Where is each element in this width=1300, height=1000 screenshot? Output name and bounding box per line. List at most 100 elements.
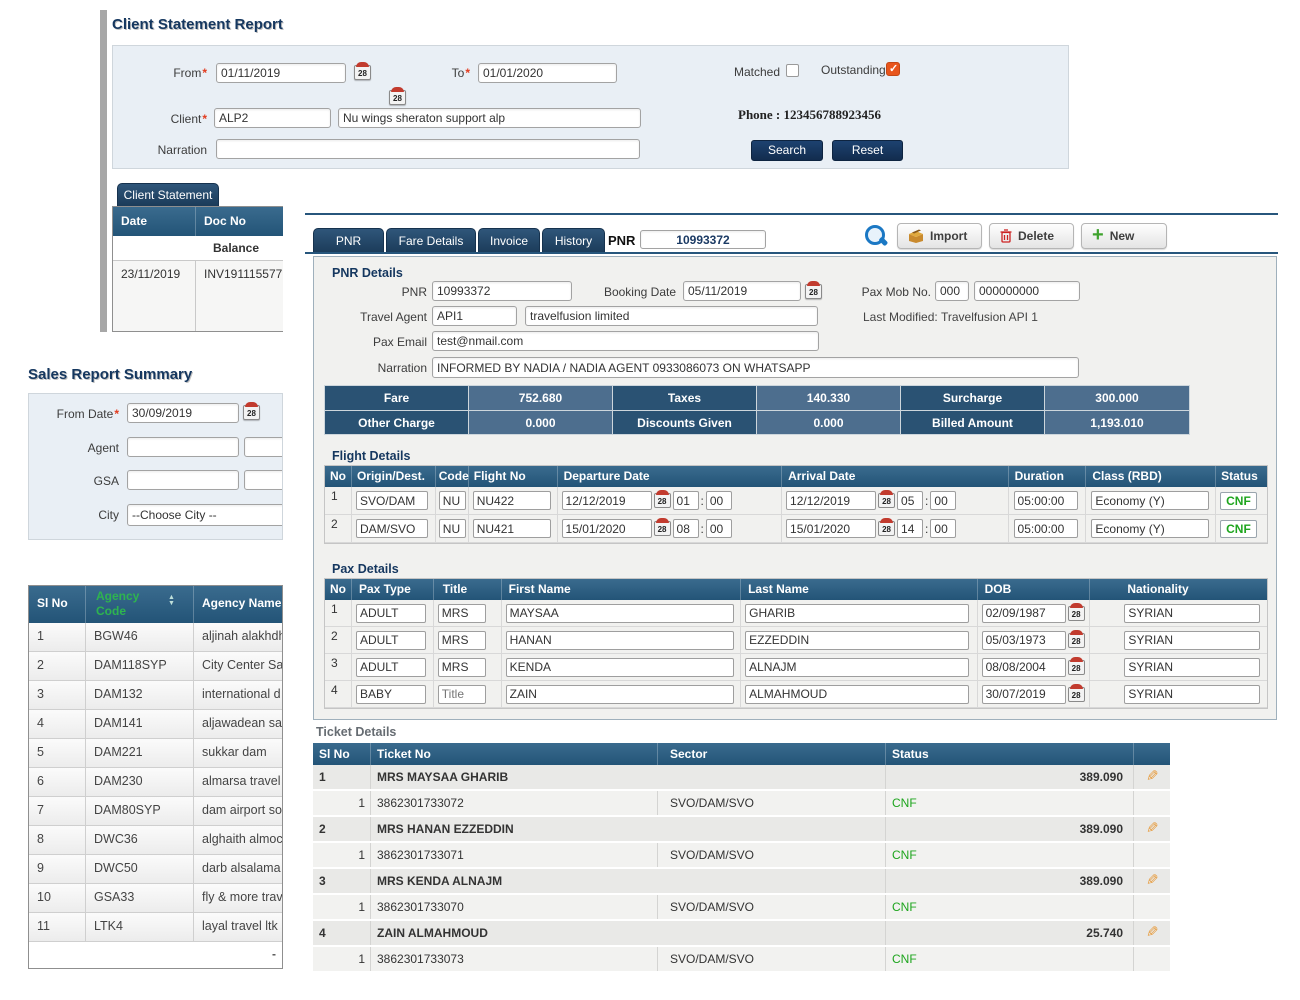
last-name-input[interactable] xyxy=(745,684,970,704)
pnr-narration-input[interactable] xyxy=(432,357,1079,378)
sales-calendar-icon[interactable]: 28 xyxy=(243,402,260,420)
dep-hour-input[interactable] xyxy=(672,519,699,538)
arr-min-input[interactable] xyxy=(930,491,957,510)
first-name-input[interactable] xyxy=(505,684,734,704)
travel-agent-code-input[interactable] xyxy=(432,306,517,326)
booking-date-calendar-icon[interactable]: 28 xyxy=(805,281,822,299)
agency-row[interactable]: 4 DAM141 aljawadean sa xyxy=(29,710,282,739)
edit-ticket-icon[interactable] xyxy=(1146,873,1159,888)
dep-date-input[interactable] xyxy=(561,519,652,538)
agency-row[interactable]: 11 LTK4 layal travel ltk xyxy=(29,913,282,942)
nationality-input[interactable] xyxy=(1124,630,1261,650)
dep-date-input[interactable] xyxy=(561,491,652,510)
edit-ticket-icon[interactable] xyxy=(1146,925,1159,940)
sort-icon[interactable] xyxy=(168,595,175,623)
pax-title-input[interactable] xyxy=(437,630,486,650)
search-magnifier-icon[interactable] xyxy=(864,224,888,248)
agent-code-input[interactable] xyxy=(127,437,239,457)
agency-row[interactable]: 6 DAM230 almarsa travel xyxy=(29,768,282,797)
agency-row[interactable]: 2 DAM118SYP City Center Sa xyxy=(29,652,282,681)
pax-type-input[interactable] xyxy=(355,684,426,704)
dob-input[interactable] xyxy=(981,603,1066,623)
class-rbd-input[interactable] xyxy=(1091,491,1210,510)
first-name-input[interactable] xyxy=(505,603,734,623)
nationality-input[interactable] xyxy=(1124,603,1261,623)
tab-invoice[interactable]: Invoice xyxy=(478,228,540,253)
pax-title-input[interactable] xyxy=(437,684,486,704)
airline-code-input[interactable] xyxy=(438,519,466,538)
arr-calendar-icon[interactable]: 28 xyxy=(878,518,896,536)
flight-no-input[interactable] xyxy=(472,519,551,538)
pax-title-input[interactable] xyxy=(437,657,486,677)
gsa-code-input[interactable] xyxy=(127,470,239,490)
arr-hour-input[interactable] xyxy=(897,519,924,538)
edit-ticket-icon[interactable] xyxy=(1146,821,1159,836)
flight-no-input[interactable] xyxy=(472,491,551,510)
class-rbd-input[interactable] xyxy=(1091,519,1210,538)
client-code-input[interactable] xyxy=(214,108,331,128)
delete-button[interactable]: Delete xyxy=(989,223,1074,249)
arr-min-input[interactable] xyxy=(930,519,957,538)
dob-calendar-icon[interactable]: 28 xyxy=(1067,683,1085,702)
client-name-input[interactable] xyxy=(338,108,641,128)
nationality-input[interactable] xyxy=(1124,657,1261,677)
col-sl-no[interactable]: Sl No xyxy=(29,586,86,623)
travel-agent-name-input[interactable] xyxy=(525,306,818,326)
col-agency-name[interactable]: Agency Name xyxy=(194,586,282,623)
stray-calendar-icon[interactable]: 28 xyxy=(389,87,406,105)
dob-calendar-icon[interactable]: 28 xyxy=(1067,602,1085,621)
mob-number-input[interactable] xyxy=(974,281,1080,301)
gsa-name-input[interactable] xyxy=(244,470,282,490)
first-name-input[interactable] xyxy=(505,657,734,677)
origin-dest-input[interactable] xyxy=(355,491,428,510)
new-button[interactable]: New xyxy=(1081,223,1167,249)
tab-pnr[interactable]: PNR xyxy=(313,228,384,253)
pnr-input[interactable] xyxy=(432,281,572,301)
arr-hour-input[interactable] xyxy=(897,491,924,510)
agency-row[interactable]: 9 DWC50 darb alsalama xyxy=(29,855,282,884)
last-name-input[interactable] xyxy=(745,657,970,677)
last-name-input[interactable] xyxy=(745,630,970,650)
airline-code-input[interactable] xyxy=(438,491,466,510)
from-date-input[interactable] xyxy=(216,63,346,83)
agency-row[interactable]: 5 DAM221 sukkar dam xyxy=(29,739,282,768)
booking-date-input[interactable] xyxy=(683,281,801,301)
nationality-input[interactable] xyxy=(1124,684,1261,704)
pax-type-input[interactable] xyxy=(355,603,426,623)
dob-calendar-icon[interactable]: 28 xyxy=(1067,656,1085,675)
agency-row[interactable]: 8 DWC36 alghaith almoc xyxy=(29,826,282,855)
agency-row[interactable]: 3 DAM132 international d xyxy=(29,681,282,710)
dob-input[interactable] xyxy=(981,657,1066,677)
pax-type-input[interactable] xyxy=(355,630,426,650)
search-button[interactable]: Search xyxy=(751,140,823,161)
dep-hour-input[interactable] xyxy=(672,491,699,510)
duration-input[interactable] xyxy=(1013,491,1078,510)
dep-calendar-icon[interactable]: 28 xyxy=(653,518,671,536)
pax-title-input[interactable] xyxy=(437,603,486,623)
col-agency-code[interactable]: Agency Code xyxy=(86,586,194,623)
dob-input[interactable] xyxy=(981,630,1066,650)
dep-min-input[interactable] xyxy=(705,519,732,538)
narration-input[interactable] xyxy=(216,139,640,159)
arr-date-input[interactable] xyxy=(786,519,877,538)
client-statement-tab[interactable]: Client Statement xyxy=(117,183,219,206)
agency-row[interactable]: 7 DAM80SYP dam airport so xyxy=(29,797,282,826)
city-select[interactable]: --Choose City -- xyxy=(127,504,282,526)
tab-fare-details[interactable]: Fare Details xyxy=(386,228,476,253)
agent-name-input[interactable] xyxy=(244,437,282,457)
pax-email-input[interactable] xyxy=(432,331,819,351)
tab-history[interactable]: History xyxy=(542,228,605,253)
arr-date-input[interactable] xyxy=(786,491,877,510)
last-name-input[interactable] xyxy=(745,603,970,623)
agency-row[interactable]: 1 BGW46 aljinah alakhdh xyxy=(29,623,282,652)
pax-type-input[interactable] xyxy=(355,657,426,677)
duration-input[interactable] xyxy=(1013,519,1078,538)
edit-ticket-icon[interactable] xyxy=(1146,769,1159,784)
first-name-input[interactable] xyxy=(505,630,734,650)
from-calendar-icon[interactable]: 28 xyxy=(354,62,371,80)
reset-button[interactable]: Reset xyxy=(832,140,903,161)
outstanding-checkbox[interactable] xyxy=(886,62,900,76)
mob-code-input[interactable] xyxy=(935,281,969,301)
dep-min-input[interactable] xyxy=(705,491,732,510)
dob-calendar-icon[interactable]: 28 xyxy=(1067,629,1085,648)
